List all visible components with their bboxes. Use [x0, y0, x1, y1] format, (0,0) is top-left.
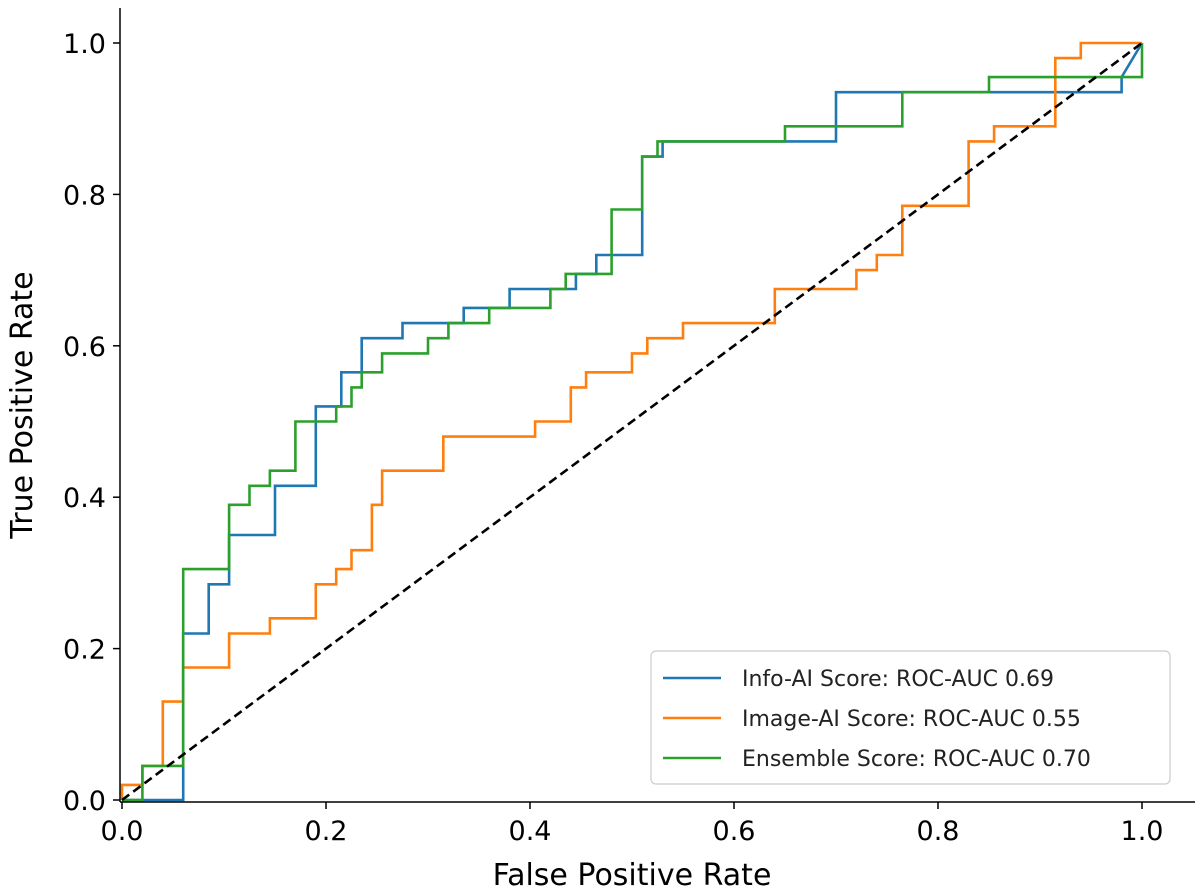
y-tick-label: 0.6 [63, 332, 106, 363]
x-tick-label: 0.2 [305, 816, 348, 847]
y-tick-label: 0.4 [63, 483, 106, 514]
legend-label-ensemble: Ensemble Score: ROC-AUC 0.70 [742, 747, 1091, 772]
x-axis-label: False Positive Rate [493, 858, 772, 893]
legend-box [650, 650, 1171, 785]
legend-label-info-ai: Info-AI Score: ROC-AUC 0.69 [742, 667, 1054, 692]
y-tick-label: 0.2 [63, 635, 106, 666]
legend-label-image-ai: Image-AI Score: ROC-AUC 0.55 [742, 707, 1081, 732]
y-axis-ticks: 0.0 0.2 0.4 0.6 0.8 1.0 [63, 29, 120, 817]
chance-reference-line [121, 41, 1143, 802]
y-axis-label: True Positive Rate [5, 271, 40, 539]
legend: Info-AI Score: ROC-AUC 0.69 Image-AI Sco… [650, 650, 1171, 785]
x-tick-label: 1.0 [1121, 816, 1164, 847]
x-axis-ticks: 0.0 0.2 0.4 0.6 0.8 1.0 [101, 802, 1164, 847]
axes [119, 8, 1195, 803]
series-line-image-ai-score [120, 41, 1142, 800]
y-tick-label: 0.0 [63, 786, 106, 817]
y-tick-label: 1.0 [63, 29, 106, 60]
plot-area [120, 41, 1144, 802]
x-tick-label: 0.0 [101, 816, 144, 847]
y-tick-label: 0.8 [63, 180, 106, 211]
series-line-ensemble-score [122, 43, 1144, 802]
x-tick-label: 0.4 [509, 816, 552, 847]
x-tick-label: 0.8 [917, 816, 960, 847]
x-tick-label: 0.6 [713, 816, 756, 847]
